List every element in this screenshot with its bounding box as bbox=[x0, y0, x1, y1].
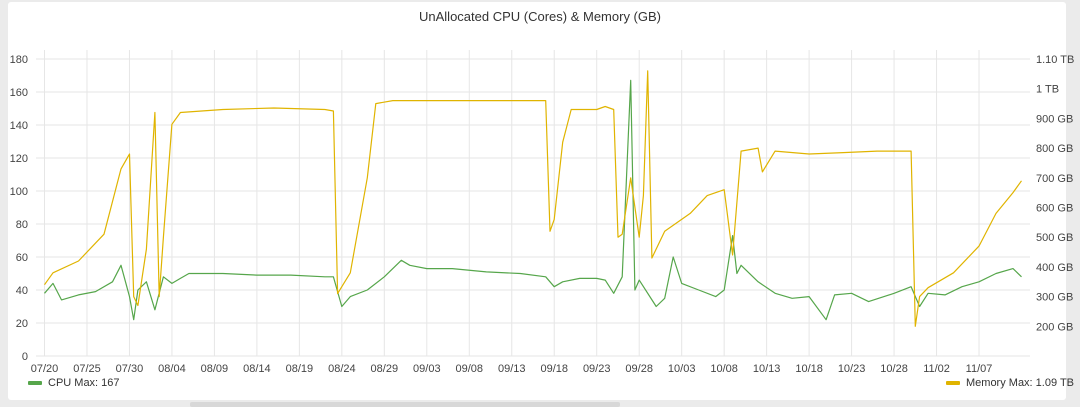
x-tick-label: 09/13 bbox=[498, 363, 526, 375]
x-tick-label: 10/03 bbox=[668, 363, 696, 375]
y-left-tick-label: 40 bbox=[16, 285, 28, 297]
y-right-tick-label: 300 GB bbox=[1036, 292, 1073, 304]
chart-title: UnAllocated CPU (Cores) & Memory (GB) bbox=[419, 9, 661, 24]
memory-series-line bbox=[44, 70, 1022, 327]
x-tick-label: 09/03 bbox=[413, 363, 441, 375]
x-tick-label: 08/14 bbox=[243, 363, 271, 375]
legend-cpu[interactable]: CPU Max: 167 bbox=[28, 377, 120, 389]
x-tick-label: 10/18 bbox=[795, 363, 823, 375]
grid bbox=[36, 50, 1030, 357]
x-tick-label: 08/19 bbox=[286, 363, 314, 375]
y-right-tick-label: 200 GB bbox=[1036, 321, 1073, 333]
y-right-tick-label: 900 GB bbox=[1036, 113, 1073, 125]
x-tick-label: 11/07 bbox=[966, 363, 993, 375]
y-left-tick-label: 0 bbox=[22, 351, 28, 363]
x-tick-label: 09/23 bbox=[583, 363, 611, 375]
x-tick-label: 09/28 bbox=[625, 363, 653, 375]
x-tick-label: 08/24 bbox=[328, 363, 356, 375]
y-left-tick-label: 160 bbox=[10, 87, 28, 99]
y-left-tick-label: 180 bbox=[10, 54, 28, 66]
x-tick-label: 07/20 bbox=[31, 363, 59, 375]
y-left-tick-label: 120 bbox=[10, 153, 28, 165]
legend-memory-label: Memory Max: 1.09 TB bbox=[966, 377, 1074, 389]
x-tick-label: 08/09 bbox=[201, 363, 229, 375]
y-left-tick-label: 20 bbox=[16, 318, 28, 330]
series-group bbox=[44, 70, 1022, 327]
x-axis-ticks: 07/20 07/25 07/30 08/04 08/09 08/14 08/19 08/24… bbox=[31, 363, 993, 375]
chart-panel bbox=[8, 2, 1066, 400]
legend-cpu-label: CPU Max: 167 bbox=[48, 377, 120, 389]
x-tick-label: 07/30 bbox=[116, 363, 144, 375]
cpu-series-line bbox=[44, 79, 1022, 321]
right-axis-ticks: 200 GB 300 GB 400 GB 500 GB 600 GB 700 GB 800 … bbox=[1036, 54, 1074, 333]
y-right-tick-label: 500 GB bbox=[1036, 232, 1073, 244]
x-tick-label: 09/18 bbox=[540, 363, 568, 375]
x-tick-label: 11/02 bbox=[923, 363, 950, 375]
y-right-tick-label: 400 GB bbox=[1036, 262, 1073, 274]
y-right-tick-label: 800 GB bbox=[1036, 143, 1073, 155]
y-left-tick-label: 60 bbox=[16, 252, 28, 264]
legend-cpu-swatch bbox=[28, 381, 42, 385]
y-right-tick-label: 700 GB bbox=[1036, 173, 1073, 185]
legend-memory-swatch bbox=[946, 381, 960, 385]
x-tick-label: 10/28 bbox=[880, 363, 908, 375]
x-tick-label: 10/23 bbox=[838, 363, 866, 375]
x-tick-label: 10/08 bbox=[710, 363, 738, 375]
y-right-tick-label: 1 TB bbox=[1036, 84, 1059, 96]
x-tick-label: 10/13 bbox=[753, 363, 781, 375]
panel-footer-shadow bbox=[190, 402, 620, 407]
x-tick-label: 07/25 bbox=[73, 363, 101, 375]
y-right-tick-label: 1.10 TB bbox=[1036, 54, 1074, 66]
left-axis-ticks: 0 20 40 60 80 100 120 140 160 180 bbox=[10, 54, 28, 363]
legend-memory[interactable]: Memory Max: 1.09 TB bbox=[946, 377, 1074, 389]
y-left-tick-label: 80 bbox=[16, 219, 28, 231]
x-tick-label: 08/29 bbox=[371, 363, 399, 375]
y-left-tick-label: 140 bbox=[10, 120, 28, 132]
y-left-tick-label: 100 bbox=[10, 186, 28, 198]
x-tick-label: 08/04 bbox=[158, 363, 186, 375]
y-right-tick-label: 600 GB bbox=[1036, 203, 1073, 215]
x-tick-label: 09/08 bbox=[456, 363, 484, 375]
